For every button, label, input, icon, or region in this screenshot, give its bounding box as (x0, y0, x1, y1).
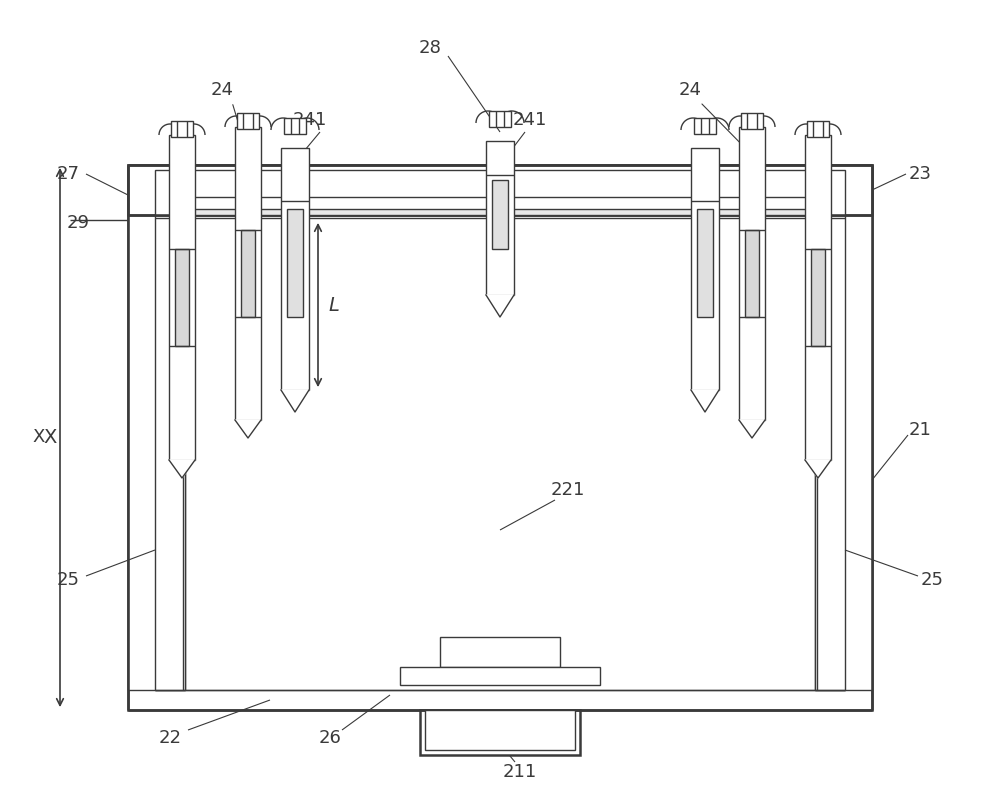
Bar (815, 195, 845, 690)
Text: 27: 27 (56, 165, 80, 183)
Bar (805, 135, 831, 460)
Text: 26: 26 (319, 729, 341, 747)
Polygon shape (169, 460, 195, 478)
Bar (241, 229, 255, 318)
Bar (486, 141, 514, 295)
Polygon shape (281, 390, 309, 412)
Bar (155, 170, 845, 215)
Bar (492, 180, 508, 249)
Bar (739, 127, 765, 420)
Bar (400, 667, 600, 685)
Text: 21: 21 (909, 421, 931, 439)
Bar (284, 118, 306, 134)
Text: 221: 221 (551, 481, 585, 499)
Polygon shape (805, 460, 831, 478)
Bar (420, 710, 580, 755)
Bar (185, 197, 815, 209)
Bar (287, 209, 303, 318)
Text: 22: 22 (158, 729, 182, 747)
Text: X: X (44, 428, 57, 447)
Bar (128, 165, 872, 710)
Polygon shape (235, 420, 261, 438)
Bar (169, 135, 195, 460)
Bar (237, 113, 259, 129)
Bar (694, 118, 716, 134)
Bar (175, 207, 825, 215)
Bar (807, 121, 829, 137)
Polygon shape (691, 390, 719, 412)
Text: 241: 241 (513, 111, 547, 129)
Bar (155, 195, 185, 690)
Text: X: X (33, 428, 45, 446)
Bar (128, 195, 185, 690)
Bar (425, 710, 575, 750)
Bar (489, 111, 511, 127)
Bar (697, 209, 713, 318)
Bar (128, 165, 872, 215)
Bar (811, 249, 825, 346)
Bar (745, 229, 759, 318)
Polygon shape (739, 420, 765, 438)
Bar (155, 195, 845, 690)
Text: 25: 25 (920, 571, 944, 589)
Text: 241: 241 (293, 111, 327, 129)
Polygon shape (486, 295, 514, 317)
Text: 28: 28 (419, 39, 441, 57)
Text: 211: 211 (503, 763, 537, 781)
Bar (281, 148, 309, 390)
Bar (691, 148, 719, 390)
Bar (175, 249, 189, 346)
Text: 25: 25 (56, 571, 80, 589)
Bar (815, 195, 872, 690)
Text: 24: 24 (210, 81, 234, 99)
Bar (235, 127, 261, 420)
Text: 29: 29 (67, 214, 90, 232)
Text: 24: 24 (678, 81, 702, 99)
Bar (171, 121, 193, 137)
Text: 23: 23 (908, 165, 932, 183)
Bar (741, 113, 763, 129)
Bar (440, 637, 560, 667)
Text: L: L (328, 296, 339, 314)
